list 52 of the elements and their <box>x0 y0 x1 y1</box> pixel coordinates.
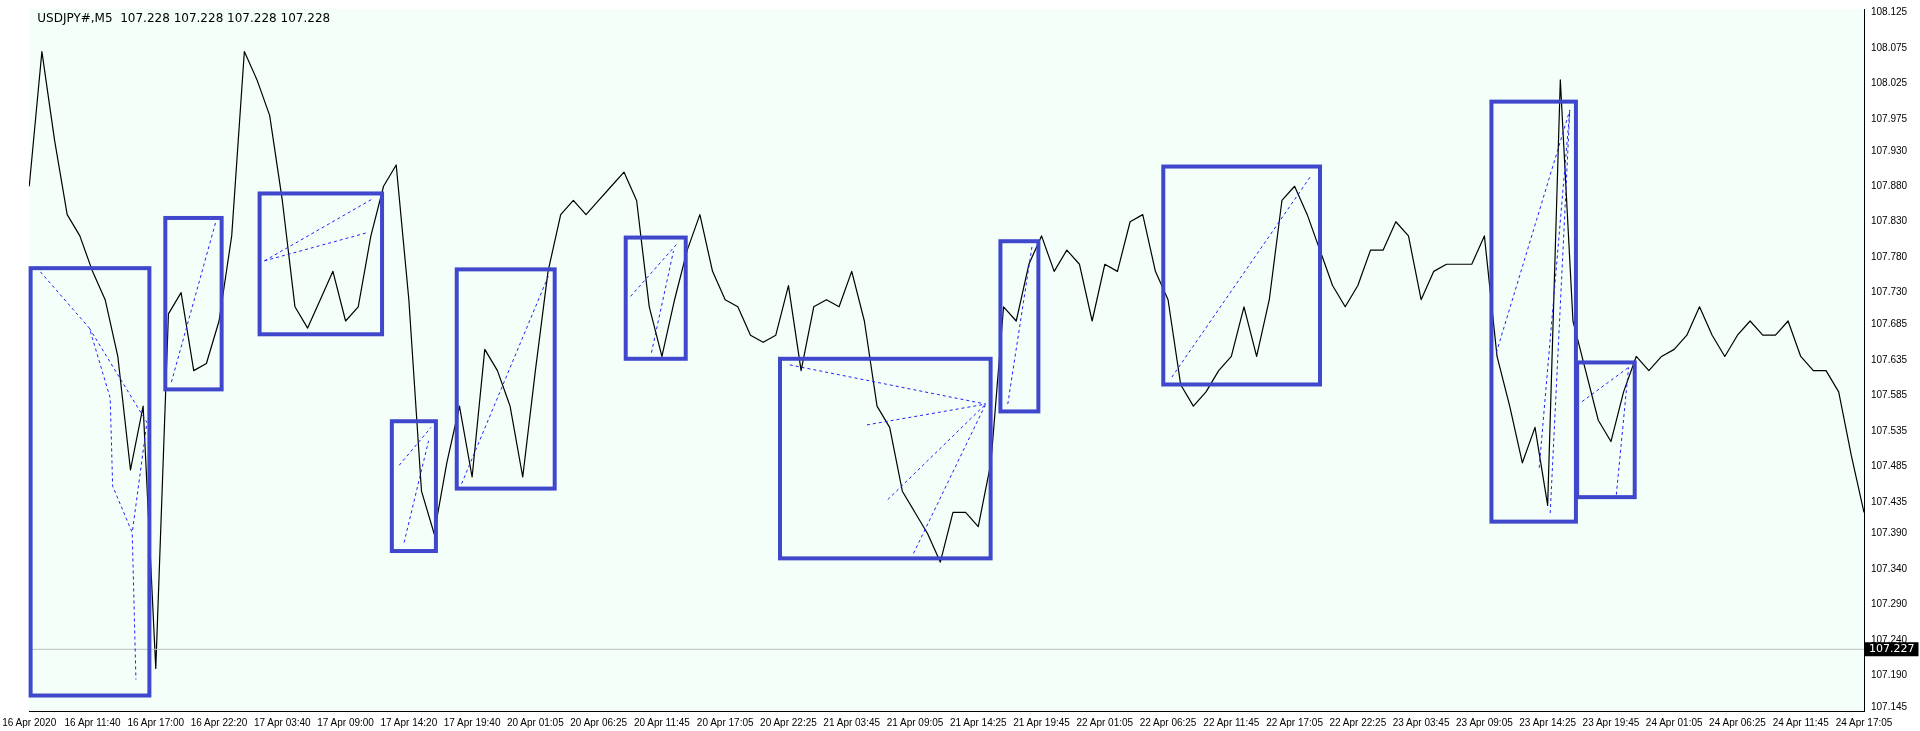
x-tick-label: 21 Apr 03:45 <box>823 716 881 728</box>
x-tick-label: 23 Apr 03:45 <box>1392 716 1450 728</box>
x-tick-label: 21 Apr 09:05 <box>886 716 944 728</box>
x-tick-label: 24 Apr 17:05 <box>1835 716 1893 728</box>
x-tick-label: 24 Apr 06:25 <box>1709 716 1767 728</box>
x-tick-label: 21 Apr 14:25 <box>949 716 1008 728</box>
y-tick-label: 108.125 <box>1871 6 1908 18</box>
y-tick-label: 107.535 <box>1871 424 1908 436</box>
y-tick-label: 107.780 <box>1871 250 1908 262</box>
y-tick-label: 107.435 <box>1871 495 1908 507</box>
y-tick-label: 108.075 <box>1871 41 1908 53</box>
y-tick-label: 107.585 <box>1871 389 1908 401</box>
x-tick-label: 16 Apr 17:00 <box>127 716 185 728</box>
x-tick-label: 24 Apr 11:45 <box>1772 716 1830 728</box>
x-tick-label: 20 Apr 06:25 <box>570 716 628 728</box>
y-tick-label: 107.930 <box>1871 144 1908 156</box>
y-tick-label: 108.025 <box>1871 77 1908 89</box>
x-tick-label: 22 Apr 01:05 <box>1076 716 1134 728</box>
y-tick-label: 107.830 <box>1871 215 1908 227</box>
x-tick-label: 22 Apr 06:25 <box>1139 716 1197 728</box>
x-tick-label: 23 Apr 19:45 <box>1582 716 1640 728</box>
x-tick-label: 22 Apr 17:05 <box>1266 716 1324 728</box>
x-tick-label: 20 Apr 11:45 <box>633 716 691 728</box>
y-tick-label: 107.975 <box>1871 112 1908 124</box>
ref-line-label: 107.227 <box>1869 642 1915 656</box>
y-tick-label: 107.390 <box>1871 527 1908 539</box>
x-tick-label: 16 Apr 2020 <box>2 716 57 728</box>
chart-title: USDJPY#,M5 107.228 107.228 107.228 107.228 <box>37 11 331 26</box>
y-tick-label: 107.880 <box>1871 180 1908 192</box>
y-tick-label: 107.685 <box>1871 318 1908 330</box>
y-tick-label: 107.485 <box>1871 460 1908 472</box>
y-tick-label: 107.635 <box>1871 353 1908 365</box>
x-tick-label: 17 Apr 19:40 <box>443 716 501 728</box>
x-tick-label: 21 Apr 19:45 <box>1013 716 1071 728</box>
y-tick-label: 107.145 <box>1871 701 1908 713</box>
x-tick-label: 17 Apr 14:20 <box>380 716 438 728</box>
x-tick-label: 16 Apr 11:40 <box>64 716 121 728</box>
x-tick-label: 16 Apr 22:20 <box>190 716 248 728</box>
x-tick-label: 17 Apr 09:00 <box>317 716 375 728</box>
x-tick-label: 24 Apr 01:05 <box>1645 716 1703 728</box>
y-tick-label: 107.290 <box>1871 598 1908 610</box>
x-tick-label: 22 Apr 11:45 <box>1203 716 1260 728</box>
x-tick-label: 17 Apr 03:40 <box>253 716 312 728</box>
x-tick-label: 20 Apr 01:05 <box>507 716 565 728</box>
x-tick-label: 23 Apr 09:05 <box>1456 716 1514 728</box>
x-tick-label: 23 Apr 14:25 <box>1519 716 1577 728</box>
y-tick-label: 107.730 <box>1871 286 1908 298</box>
x-tick-label: 20 Apr 17:05 <box>696 716 754 728</box>
x-tick-label: 20 Apr 22:25 <box>760 716 818 728</box>
y-tick-label: 107.190 <box>1871 669 1908 681</box>
x-tick-label: 22 Apr 22:25 <box>1329 716 1387 728</box>
y-tick-label: 107.340 <box>1871 562 1908 574</box>
